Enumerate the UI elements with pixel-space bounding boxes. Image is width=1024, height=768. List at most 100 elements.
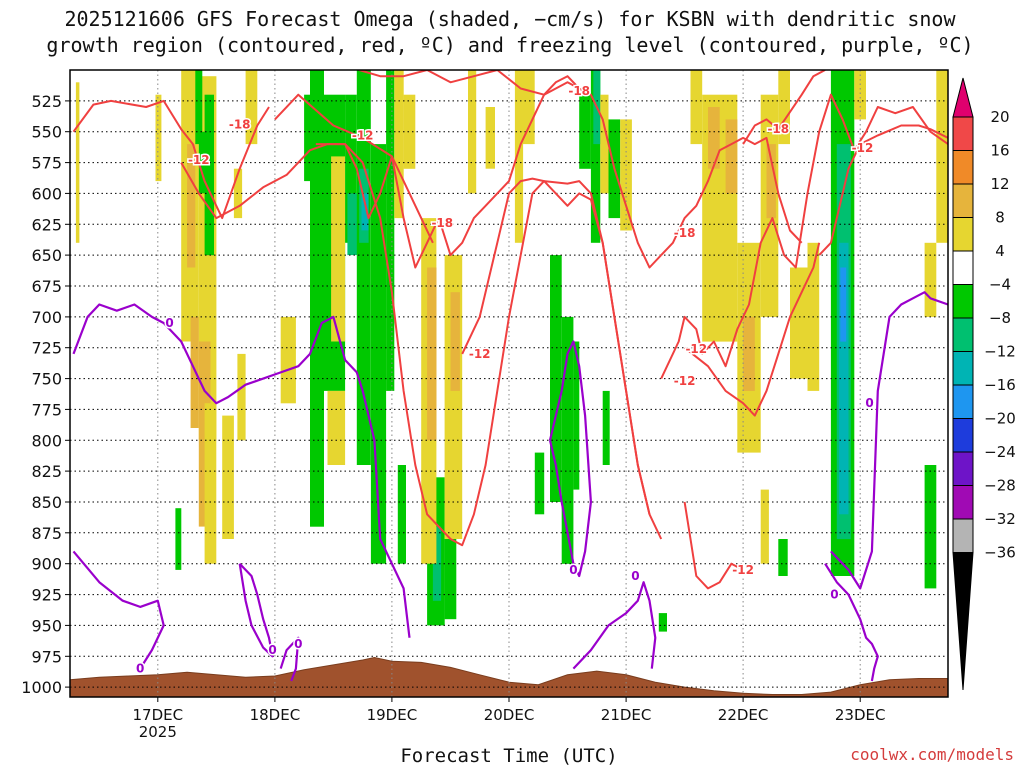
dendritic-contour-label: -12 [852, 141, 874, 155]
colorbar-label: 12 [990, 175, 1009, 193]
colorbar-label: 16 [990, 142, 1009, 160]
omega-cell [403, 94, 416, 169]
y-tick-label: 550 [31, 123, 62, 142]
omega-cell [936, 70, 948, 243]
omega-cell [839, 242, 849, 515]
dendritic-contour-line [180, 143, 651, 547]
omega-cell [760, 489, 769, 564]
omega-cell [658, 613, 667, 632]
dendritic-contour-line [660, 93, 948, 380]
freezing-contour-line [72, 303, 411, 638]
colorbar-segment [952, 116, 974, 151]
x-tick-label: 22DEC [718, 706, 769, 724]
omega-cell [304, 94, 310, 182]
credit-text: coolwx.com/models [850, 745, 1014, 764]
omega-cell [222, 415, 234, 539]
omega-cell [924, 242, 937, 317]
colorbar-label: 4 [995, 242, 1005, 260]
colorbar-label: −32 [984, 510, 1016, 528]
colorbar-label: −36 [984, 544, 1016, 562]
colorbar: 20 16 12 8 4 −4 −8 −12 −16 −20 −24 −28 −32 −36 [952, 77, 1016, 691]
colorbar-bottom-triangle [952, 552, 974, 691]
y-tick-label: 725 [31, 339, 62, 358]
colorbar-label: −16 [984, 376, 1016, 394]
dendritic-contour-label: -18 [674, 226, 696, 240]
y-tick-label: 650 [31, 246, 62, 265]
y-tick-label: 950 [31, 616, 62, 635]
y-tick-label: 825 [31, 462, 62, 481]
omega-cell [840, 267, 847, 342]
freezing-contour-line [830, 291, 948, 590]
colorbar-label: 8 [995, 209, 1005, 227]
freezing-level-contour-layer: 0 0 0 0 0 0 0 0 [72, 291, 948, 682]
x-tick-label: 18DEC [250, 706, 301, 724]
dendritic-contour-line [274, 93, 434, 244]
freezing-contour-line [824, 563, 879, 682]
freezing-contour-line [279, 636, 300, 682]
dendritic-contour-line [818, 124, 948, 256]
omega-cell [600, 94, 609, 194]
x-tick-label: 21DEC [601, 706, 652, 724]
dendritic-contour-line [358, 70, 592, 96]
dendritic-contour-line [72, 99, 270, 220]
dendritic-contour-layer: -18 -12 -18 -12 -12 -18 -12 -12 -18 -18 -12 -12 [72, 70, 948, 590]
omega-cell [347, 193, 360, 256]
dendritic-contour-label: -12 [732, 563, 754, 577]
freezing-contour-line [238, 562, 274, 658]
omega-cell [534, 452, 545, 515]
dendritic-contour-line [683, 501, 744, 590]
colorbar-segment [952, 150, 974, 185]
y-tick-label: 925 [31, 586, 62, 605]
freezing-contour-line [72, 550, 165, 670]
omega-cell [854, 70, 866, 120]
dendritic-contour-label: -12 [674, 374, 696, 388]
omega-cell [790, 267, 808, 379]
omega-cell [75, 82, 80, 243]
omega-shading-layer [75, 70, 948, 632]
omega-cell [725, 119, 738, 194]
dendritic-contour-label: -12 [469, 347, 491, 361]
omega-cell [579, 94, 591, 169]
y-tick-label: 775 [31, 400, 62, 419]
omega-cell [602, 390, 610, 465]
omega-cell [280, 316, 296, 404]
grid-layer [70, 70, 948, 697]
x-tick-label: 17DEC [133, 706, 184, 724]
x-axis-title: Forecast Time (UTC) [400, 745, 617, 767]
omega-cell [394, 70, 404, 219]
colorbar-segment [952, 418, 974, 453]
omega-cell [397, 465, 406, 564]
dendritic-contour-label: -12 [352, 128, 374, 142]
y-tick-label: 800 [31, 431, 62, 450]
omega-cell [327, 390, 346, 465]
y-tick-label: 600 [31, 184, 62, 203]
omega-cell [198, 131, 207, 194]
colorbar-label: −28 [984, 477, 1016, 495]
colorbar-label: −12 [984, 343, 1016, 361]
x-tick-label: 20DEC [484, 706, 535, 724]
omega-cell [345, 94, 357, 243]
omega-cell [924, 465, 937, 589]
omega-cell [550, 255, 562, 502]
omega-cell [561, 316, 574, 564]
colorbar-segment [952, 183, 974, 218]
omega-cell [175, 508, 182, 570]
x-tick-label: 19DEC [367, 706, 418, 724]
omega-cell [386, 70, 395, 391]
colorbar-label: −20 [984, 410, 1016, 428]
freezing-contour-label: 0 [569, 563, 577, 577]
colorbar-segment [952, 217, 974, 252]
colorbar-segment [952, 351, 974, 386]
omega-cell [195, 70, 203, 145]
freezing-contour-label: 0 [830, 588, 838, 602]
omega-cell [204, 403, 217, 564]
y-tick-label: 700 [31, 308, 62, 327]
freezing-contour-label: 0 [865, 396, 873, 410]
y-tick-label: 900 [31, 555, 62, 574]
omega-cell [778, 539, 788, 576]
y-tick-label: 525 [31, 92, 62, 111]
y-tick-label: 750 [31, 370, 62, 389]
omega-cell [310, 70, 324, 527]
dendritic-contour-label: -18 [431, 216, 453, 230]
